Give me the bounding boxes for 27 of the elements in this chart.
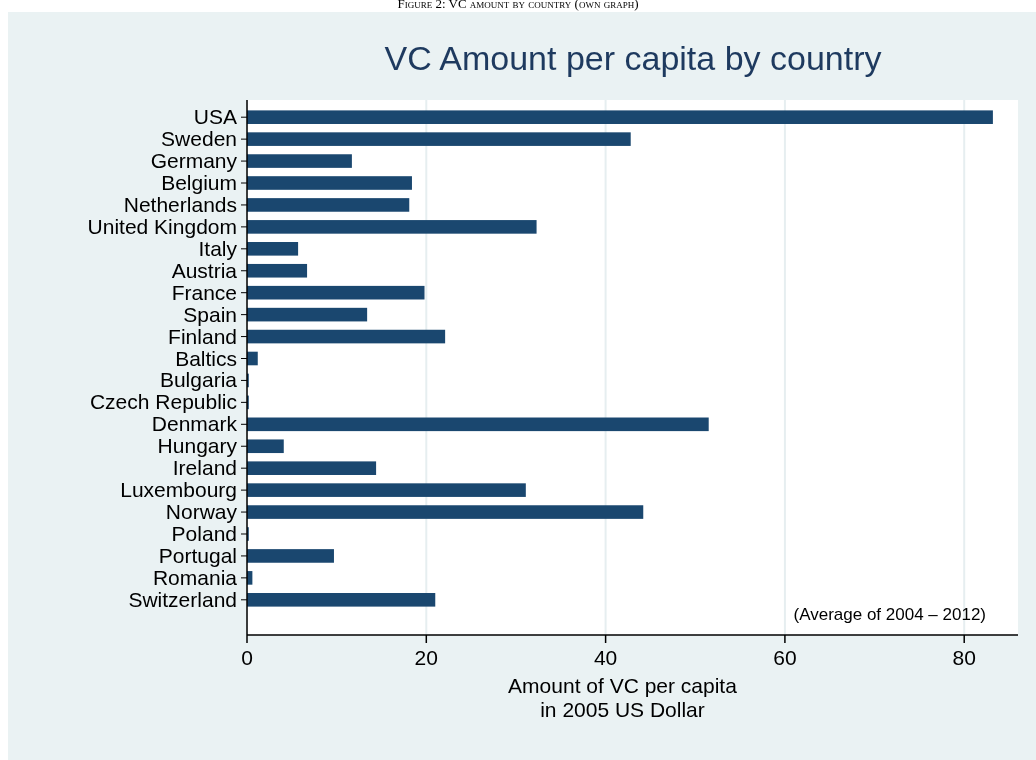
x-tick-label: 20 [414, 646, 438, 669]
y-tick-label: Germany [150, 149, 238, 173]
y-tick-label: USA [193, 105, 237, 129]
y-tick-label: Baltics [175, 346, 237, 370]
y-tick-label: Belgium [161, 171, 237, 194]
x-tick-label: 0 [241, 646, 253, 669]
chart-title: VC Amount per capita by country [384, 39, 882, 77]
y-tick-label: Norway [165, 500, 238, 524]
y-tick-label: Luxembourg [120, 478, 237, 502]
x-tick-label: 60 [773, 646, 797, 669]
y-tick-label: Hungary [157, 434, 238, 458]
y-tick-label: Ireland [172, 456, 237, 480]
x-tick-label: 80 [952, 646, 976, 669]
y-tick-label: Bulgaria [159, 368, 238, 392]
y-tick-label: Sweden [161, 127, 237, 151]
y-tick-label: United Kingdom [87, 214, 237, 238]
y-tick-label: Switzerland [128, 587, 237, 611]
y-tick-label: Italy [198, 236, 238, 260]
y-tick-label: Poland [171, 522, 237, 545]
y-tick-label: Portugal [158, 543, 237, 567]
x-tick-label: 40 [593, 646, 618, 669]
annotation: (Average of 2004 – 2012) [793, 605, 986, 624]
y-tick-label: Denmark [151, 412, 238, 436]
y-tick-label: Czech Republic [89, 390, 237, 414]
x-axis-title: Amount of VC per capita in 2005 US Dollar [508, 674, 738, 721]
y-tick-label: Spain [183, 302, 237, 326]
y-tick-label: France [171, 280, 237, 304]
